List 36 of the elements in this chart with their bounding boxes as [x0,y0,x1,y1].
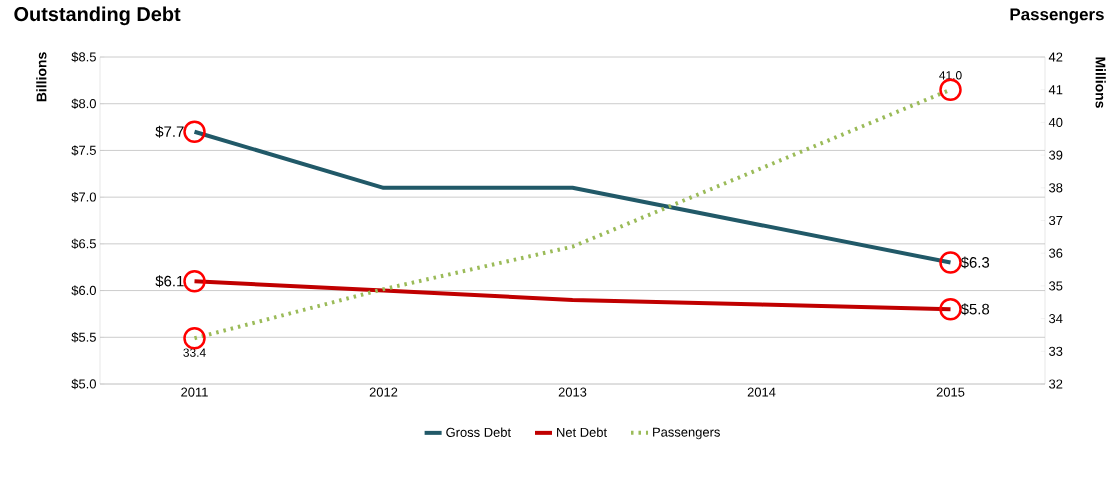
y2-tick-label: 42 [1048,52,1063,62]
x-tick-label: 2014 [747,387,776,397]
y-axis-title: Billions [36,52,47,102]
x-tick-label: 2015 [936,387,965,397]
text: Passengers [1010,8,1104,24]
data-label: $6.1 [155,275,184,288]
y2-tick-label: 39 [1049,150,1063,160]
y-tick-label: $6.5 [71,238,96,250]
data-label: $6.3 [960,256,990,269]
y-tick-label: $7.0 [71,191,96,203]
y2-tick-label: 33 [1049,346,1063,356]
y2-tick-label: 35 [1049,281,1063,291]
y2-tick-label: 41 [1048,85,1063,95]
x-tick-label: 2012 [369,387,398,397]
y-tick-label: $5.0 [71,378,96,390]
y-tick-label: $7.5 [71,145,96,156]
legend-label: Gross Debt [446,427,511,437]
y2-axis-title: Millions [1095,57,1106,108]
y2-tick-label: 34 [1049,314,1063,324]
y2-tick-label: 40 [1048,117,1063,127]
y2-tick-label: 38 [1049,183,1063,193]
y2-tick-label: 32 [1049,379,1063,389]
y2-tick-label: 37 [1049,215,1063,226]
y-tick-label: $6.0 [71,285,96,296]
chart-title: Outstanding Debt [14,6,181,26]
data-label: $7.7 [155,125,184,138]
legend-label: Passengers [653,427,720,440]
y2-tick-label: 36 [1049,248,1063,258]
data-label: 33.4 [183,348,206,357]
y-tick-label: $8.5 [71,51,96,63]
y-tick-label: $5.5 [71,332,96,343]
y-tick-label: $8.0 [71,98,96,109]
x-tick-label: 2011 [181,387,208,397]
x-tick-label: 2013 [558,387,587,397]
data-label: $5.8 [960,303,990,316]
legend-label: Net Debt [557,427,607,437]
